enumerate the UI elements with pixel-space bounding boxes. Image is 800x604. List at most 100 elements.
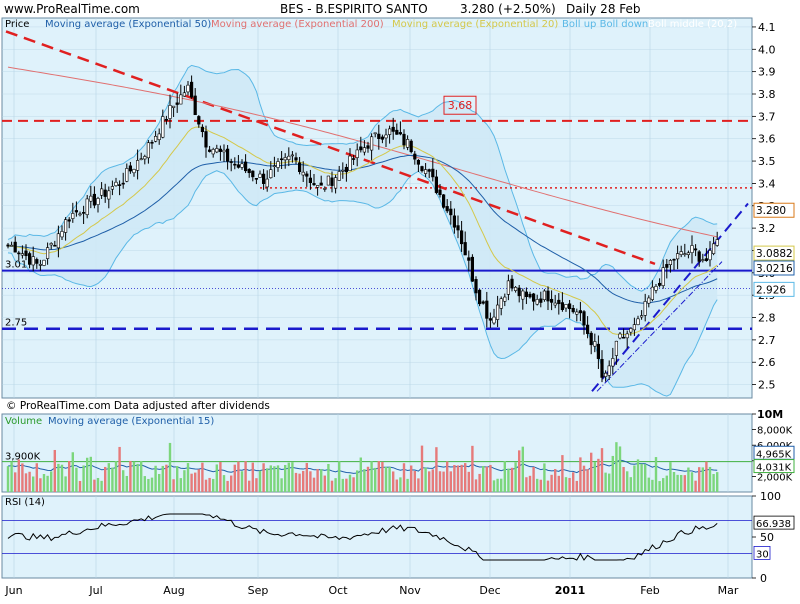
candle-body — [35, 259, 39, 264]
candle-body — [233, 163, 237, 166]
candle-body — [27, 253, 32, 265]
x-tick-label-feb: Feb — [640, 584, 659, 597]
volume-bar — [226, 480, 229, 492]
candle-body — [10, 244, 14, 247]
rsi-band-label: 30 — [756, 549, 769, 560]
last-value-tag — [753, 260, 795, 276]
volume-bar — [557, 475, 560, 492]
candle-body — [168, 105, 172, 119]
candle-body — [146, 142, 151, 159]
legend-item: Price — [5, 19, 29, 30]
candle-body — [614, 340, 618, 356]
volume-bar — [320, 469, 323, 492]
volume-bar — [140, 460, 143, 492]
x-tick-label-sep: Sep — [248, 584, 269, 597]
candle-body — [657, 282, 662, 286]
legend-item: Moving average (Exponential 20) — [392, 19, 558, 30]
volume-bar — [104, 466, 107, 492]
volume-bar — [467, 471, 470, 492]
volume-bar — [280, 478, 283, 492]
volume-bar — [485, 466, 488, 492]
volume-bar — [683, 475, 686, 492]
candle-body — [136, 160, 140, 171]
candle-body — [139, 158, 143, 161]
volume-bar — [183, 470, 186, 492]
volume-bar — [550, 474, 553, 492]
volume-bar — [21, 463, 24, 492]
candle-body — [31, 256, 35, 266]
x-tick-label-dec: Dec — [479, 584, 500, 597]
candle-body — [650, 286, 654, 300]
rsi-line — [7, 513, 718, 561]
candle-body — [71, 213, 75, 219]
candle-body — [315, 185, 320, 188]
candle-body — [546, 290, 550, 302]
candle-body — [344, 166, 349, 173]
candle-body — [607, 365, 611, 376]
rsi-band-tag — [753, 546, 771, 560]
y-tick-label: 3.4 — [758, 177, 776, 190]
candle-body — [38, 264, 42, 266]
ema200-line — [7, 66, 718, 238]
volume-bar — [507, 468, 510, 492]
volume-bar — [6, 466, 10, 492]
volume-bar — [615, 442, 618, 492]
volume-bar — [712, 474, 715, 492]
legend-item: Boll up Boll down — [562, 19, 648, 30]
candle-body — [510, 278, 514, 289]
volume-bar — [647, 477, 650, 492]
source-label: www.ProRealTime.com — [4, 2, 140, 16]
candle-body — [208, 149, 212, 152]
candle-body — [305, 173, 309, 177]
volume-bar — [219, 461, 222, 492]
y-tick-label: 3.7 — [758, 110, 776, 123]
volume-bar — [377, 461, 380, 492]
volume-bar — [154, 465, 157, 492]
volume-bar — [410, 465, 413, 492]
candle-body — [405, 139, 410, 148]
volume-bar — [442, 471, 445, 492]
x-tick-label-mar: Mar — [718, 584, 739, 597]
candle-body — [200, 126, 205, 133]
candle-body — [690, 245, 694, 253]
volume-bar — [132, 461, 136, 492]
volume-bar — [662, 478, 665, 492]
rsi-last-tag — [753, 515, 795, 530]
volume-bar — [168, 442, 172, 492]
volume-bar — [161, 465, 164, 492]
candle-body — [564, 304, 568, 309]
volume-bar — [53, 449, 56, 492]
volume-bar — [521, 446, 524, 492]
volume-bar — [474, 479, 478, 492]
volume-bar — [572, 472, 575, 492]
candle-body — [398, 132, 403, 135]
volume-bar — [514, 462, 517, 492]
candle-body — [294, 157, 298, 161]
candle-body — [582, 311, 586, 326]
candle-body — [704, 258, 708, 261]
candle-body — [211, 149, 215, 155]
candle-body — [175, 102, 179, 105]
candle-body — [82, 212, 86, 214]
candle-body — [639, 315, 644, 318]
rsi-legend: RSI (14) — [5, 497, 45, 508]
volume-bar — [287, 462, 290, 492]
uptrend-line — [591, 202, 749, 392]
candle-body — [114, 181, 118, 187]
candle-body — [571, 307, 575, 313]
volume-bar — [500, 478, 503, 492]
volume-bar — [255, 478, 258, 492]
candle-body — [60, 231, 64, 238]
volume-bar — [42, 474, 46, 492]
volume-bar — [503, 461, 506, 492]
candle-body — [308, 177, 313, 184]
candle-body — [431, 168, 435, 178]
volume-bar — [676, 474, 679, 492]
volume-bar — [143, 476, 146, 492]
candle-body — [283, 157, 287, 161]
candle-body — [229, 161, 233, 163]
volume-bar — [269, 465, 272, 492]
volume-bar — [608, 473, 611, 492]
volume-bar — [204, 479, 208, 492]
volume-bar — [438, 471, 442, 492]
